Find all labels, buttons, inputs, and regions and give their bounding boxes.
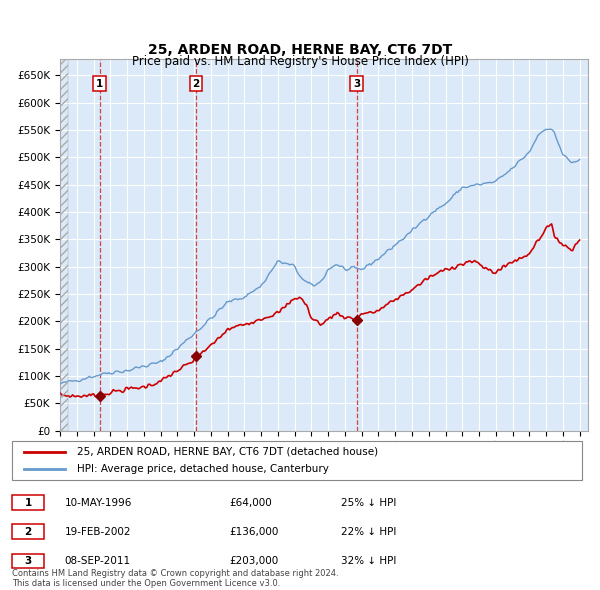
- FancyBboxPatch shape: [12, 441, 582, 480]
- Text: 1: 1: [96, 78, 103, 88]
- Text: 2: 2: [25, 527, 32, 537]
- Text: 25, ARDEN ROAD, HERNE BAY, CT6 7DT (detached house): 25, ARDEN ROAD, HERNE BAY, CT6 7DT (deta…: [77, 447, 377, 457]
- Text: 19-FEB-2002: 19-FEB-2002: [65, 527, 131, 537]
- FancyBboxPatch shape: [12, 553, 44, 568]
- Text: 25% ↓ HPI: 25% ↓ HPI: [341, 497, 397, 507]
- Text: 22% ↓ HPI: 22% ↓ HPI: [341, 527, 397, 537]
- Text: £203,000: £203,000: [229, 556, 278, 566]
- Text: 25, ARDEN ROAD, HERNE BAY, CT6 7DT: 25, ARDEN ROAD, HERNE BAY, CT6 7DT: [148, 43, 452, 57]
- Text: 3: 3: [25, 556, 32, 566]
- Text: 2: 2: [193, 78, 200, 88]
- Text: HPI: Average price, detached house, Canterbury: HPI: Average price, detached house, Cant…: [77, 464, 328, 474]
- Text: £64,000: £64,000: [229, 497, 272, 507]
- Text: 3: 3: [353, 78, 360, 88]
- FancyBboxPatch shape: [12, 525, 44, 539]
- Text: 08-SEP-2011: 08-SEP-2011: [65, 556, 131, 566]
- Text: 32% ↓ HPI: 32% ↓ HPI: [341, 556, 397, 566]
- Text: Price paid vs. HM Land Registry's House Price Index (HPI): Price paid vs. HM Land Registry's House …: [131, 55, 469, 68]
- Text: 10-MAY-1996: 10-MAY-1996: [65, 497, 132, 507]
- Text: £136,000: £136,000: [229, 527, 279, 537]
- Text: 1: 1: [25, 497, 32, 507]
- Text: Contains HM Land Registry data © Crown copyright and database right 2024.
This d: Contains HM Land Registry data © Crown c…: [12, 569, 338, 588]
- FancyBboxPatch shape: [12, 495, 44, 510]
